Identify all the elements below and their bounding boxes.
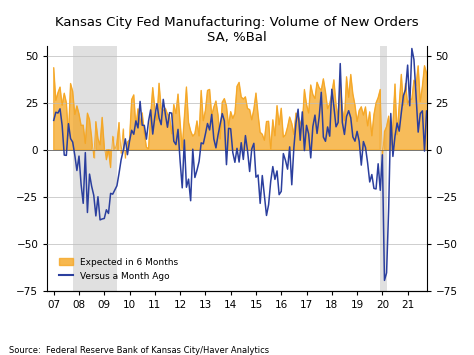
Text: Source:  Federal Reserve Bank of Kansas City/Haver Analytics: Source: Federal Reserve Bank of Kansas C… [9, 346, 270, 355]
Legend: Expected in 6 Months, Versus a Month Ago: Expected in 6 Months, Versus a Month Ago [56, 255, 182, 284]
Bar [73, 46, 117, 291]
Title: Kansas City Fed Manufacturing: Volume of New Orders
SA, %Bal: Kansas City Fed Manufacturing: Volume of… [55, 16, 419, 44]
Bar [380, 46, 387, 291]
